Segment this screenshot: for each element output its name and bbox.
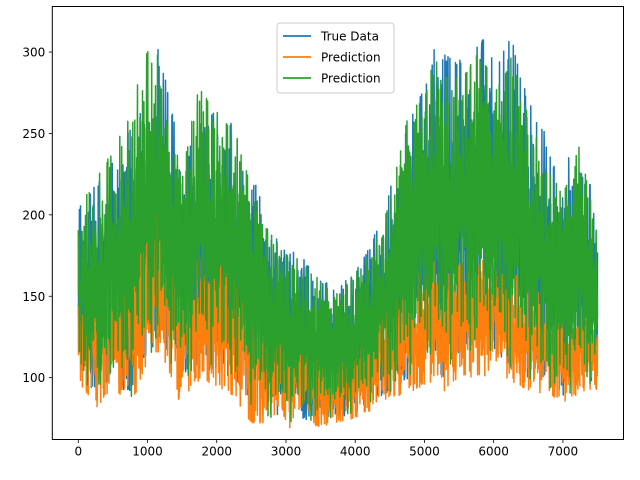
legend-label: Prediction bbox=[321, 72, 381, 86]
x-tick-label: 6000 bbox=[478, 445, 509, 459]
y-tick-label: 200 bbox=[22, 208, 45, 222]
x-tick-label: 0 bbox=[74, 445, 82, 459]
y-tick-label: 150 bbox=[22, 290, 45, 304]
x-tick-label: 5000 bbox=[409, 445, 440, 459]
x-tick-label: 3000 bbox=[271, 445, 302, 459]
legend: True Data Prediction Prediction bbox=[276, 22, 395, 94]
y-tick-label: 100 bbox=[22, 371, 45, 385]
x-tick-label: 1000 bbox=[132, 445, 163, 459]
legend-label: Prediction bbox=[321, 51, 381, 65]
y-tick-label: 250 bbox=[22, 127, 45, 141]
y-axis: 100 150 200 250 300 bbox=[22, 46, 53, 385]
x-axis: 0 1000 2000 3000 4000 5000 6000 7000 bbox=[74, 439, 579, 459]
legend-box bbox=[276, 22, 395, 94]
legend-label: True Data bbox=[320, 30, 379, 44]
series-line-3 bbox=[77, 51, 599, 423]
axes-frame bbox=[51, 6, 625, 440]
x-tick-label: 4000 bbox=[340, 445, 371, 459]
plot-area bbox=[77, 39, 599, 429]
x-tick-label: 7000 bbox=[548, 445, 579, 459]
y-tick-label: 300 bbox=[22, 46, 45, 60]
x-tick-label: 2000 bbox=[201, 445, 232, 459]
